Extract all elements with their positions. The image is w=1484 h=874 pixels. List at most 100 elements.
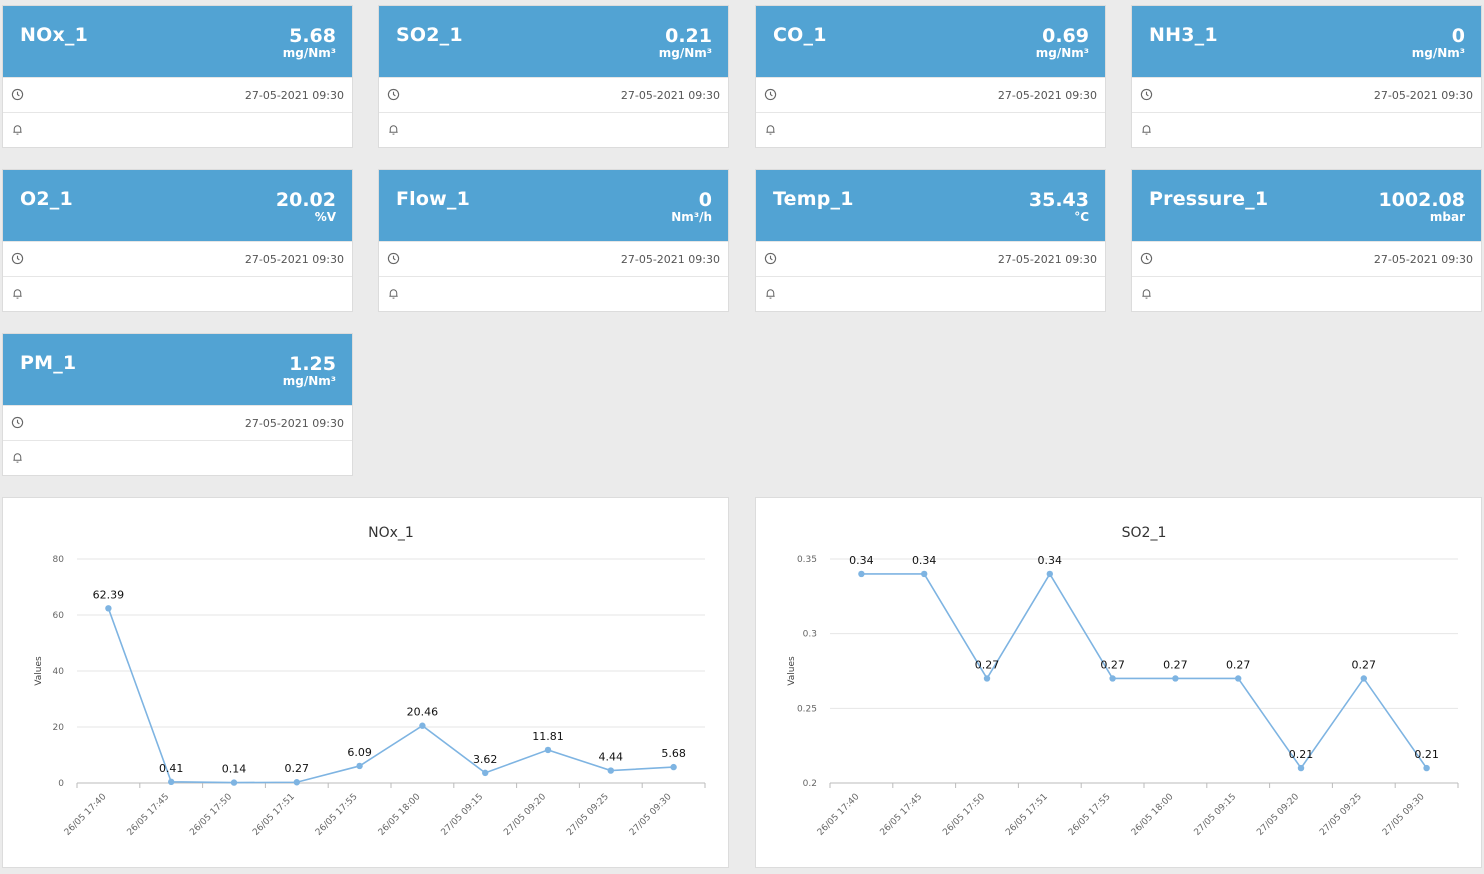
card-time-row: 27-05-2021 09:30: [1132, 77, 1481, 112]
data-point[interactable]: [293, 779, 300, 786]
bell-icon[interactable]: [1140, 123, 1153, 136]
sensor-card[interactable]: PM_1 1.25 mg/Nm³ 27-05-2021 09:30: [2, 333, 353, 476]
card-value: 5.68: [289, 25, 336, 47]
card-alarm-row: [379, 112, 728, 147]
data-point[interactable]: [1235, 675, 1242, 682]
data-point[interactable]: [1109, 675, 1116, 682]
bell-icon[interactable]: [764, 287, 777, 300]
data-label: 62.39: [93, 588, 125, 601]
chart-panel-nox: NOx_1 Values 0 20 40 60 80 26/05 17:40 26/05 17:…: [2, 497, 729, 868]
card-unit: mg/Nm³: [1035, 46, 1089, 60]
y-tick-label: 20: [53, 723, 65, 733]
card-unit: mg/Nm³: [282, 374, 336, 388]
clock-icon: [11, 416, 24, 429]
card-value: 1.25: [289, 353, 336, 375]
card-title: Pressure_1: [1149, 188, 1269, 210]
data-point[interactable]: [1172, 675, 1179, 682]
x-tick-label: 26/05 17:55: [314, 792, 360, 838]
card-unit: mg/Nm³: [658, 46, 712, 60]
data-point[interactable]: [356, 762, 363, 770]
data-label: 0.34: [912, 554, 937, 567]
clock-icon: [387, 252, 400, 265]
data-point[interactable]: [983, 675, 991, 682]
data-point[interactable]: [921, 570, 928, 578]
bell-icon[interactable]: [11, 123, 24, 136]
sensor-card[interactable]: O2_1 20.02 %V 27-05-2021 09:30: [2, 169, 353, 312]
card-alarm-row: [1132, 276, 1481, 311]
timestamp: 27-05-2021 09:30: [997, 89, 1097, 102]
card-header: NH3_1 0 mg/Nm³: [1132, 6, 1481, 77]
x-tick-label: 26/05 17:40: [816, 792, 862, 838]
card-title: Temp_1: [773, 188, 854, 210]
card-time-row: 27-05-2021 09:30: [379, 77, 728, 112]
x-tick-label: 27/05 09:20: [502, 792, 548, 838]
bell-icon[interactable]: [11, 287, 24, 300]
data-point[interactable]: [419, 722, 426, 729]
data-label: 0.34: [1038, 554, 1063, 567]
data-point[interactable]: [1046, 570, 1053, 578]
sensor-card[interactable]: NOx_1 5.68 mg/Nm³ 27-05-2021 09:30: [2, 5, 353, 148]
data-point[interactable]: [858, 570, 865, 578]
sensor-card[interactable]: Pressure_1 1002.08 mbar 27-05-2021 09:30: [1131, 169, 1482, 312]
y-axis-label: Values: [34, 656, 44, 686]
card-title: O2_1: [20, 188, 73, 210]
bell-icon[interactable]: [387, 287, 400, 300]
card-unit: mg/Nm³: [1411, 46, 1465, 60]
data-point[interactable]: [230, 779, 238, 786]
card-alarm-row: [756, 276, 1105, 311]
sensor-card[interactable]: CO_1 0.69 mg/Nm³ 27-05-2021 09:30: [755, 5, 1106, 148]
clock-icon: [11, 88, 24, 101]
card-alarm-row: [3, 276, 352, 311]
card-unit: %V: [314, 210, 336, 224]
data-point[interactable]: [670, 763, 677, 771]
y-tick-label: 60: [53, 611, 65, 621]
data-point[interactable]: [1423, 764, 1430, 772]
sensor-card[interactable]: Flow_1 0 Nm³/h 27-05-2021 09:30: [378, 169, 729, 312]
data-label: 4.44: [599, 751, 624, 764]
data-point[interactable]: [1360, 675, 1367, 682]
card-alarm-row: [3, 112, 352, 147]
data-point[interactable]: [607, 767, 614, 774]
y-tick-label: 0: [58, 779, 64, 789]
sensor-card[interactable]: Temp_1 35.43 °C 27-05-2021 09:30: [755, 169, 1106, 312]
x-tick-label: 26/05 17:50: [188, 792, 234, 838]
sensor-card[interactable]: SO2_1 0.21 mg/Nm³ 27-05-2021 09:30: [378, 5, 729, 148]
card-header: PM_1 1.25 mg/Nm³: [3, 334, 352, 405]
card-value: 1002.08: [1378, 189, 1465, 211]
data-label: 0.21: [1289, 748, 1314, 761]
y-tick-label: 0.2: [803, 779, 817, 789]
card-time-row: 27-05-2021 09:30: [379, 241, 728, 276]
data-point[interactable]: [1297, 764, 1305, 772]
sensor-card[interactable]: NH3_1 0 mg/Nm³ 27-05-2021 09:30: [1131, 5, 1482, 148]
bell-icon[interactable]: [387, 123, 400, 136]
timestamp: 27-05-2021 09:30: [997, 253, 1097, 266]
card-time-row: 27-05-2021 09:30: [3, 77, 352, 112]
data-label: 0.27: [285, 762, 310, 775]
chart-title: NOx_1: [368, 525, 414, 541]
timestamp: 27-05-2021 09:30: [620, 253, 720, 266]
data-point[interactable]: [544, 746, 552, 754]
bell-icon[interactable]: [11, 451, 24, 464]
series-line: [107, 608, 674, 784]
y-tick-label: 80: [53, 555, 65, 565]
card-title: Flow_1: [396, 188, 471, 210]
nox-line-chart: NOx_1 Values 0 20 40 60 80 26/05 17:40 26/05 17:…: [34, 525, 706, 838]
card-alarm-row: [1132, 112, 1481, 147]
bell-icon[interactable]: [764, 123, 777, 136]
card-alarm-row: [756, 112, 1105, 147]
data-point[interactable]: [168, 778, 175, 786]
bell-icon[interactable]: [1140, 287, 1153, 300]
y-tick-label: 0.3: [803, 630, 817, 640]
data-point[interactable]: [105, 605, 112, 612]
clock-icon: [764, 252, 777, 265]
card-title: NH3_1: [1149, 24, 1218, 46]
x-tick-label: 26/05 17:51: [1004, 792, 1050, 838]
card-title: PM_1: [20, 352, 77, 374]
x-tick-label: 26/05 17:51: [251, 792, 297, 838]
card-value: 35.43: [1028, 189, 1089, 211]
card-header: Temp_1 35.43 °C: [756, 170, 1105, 241]
data-point[interactable]: [482, 769, 489, 777]
y-tick-label: 0.35: [797, 555, 817, 565]
data-label: 0.14: [222, 763, 247, 776]
card-value: 0: [698, 189, 712, 211]
